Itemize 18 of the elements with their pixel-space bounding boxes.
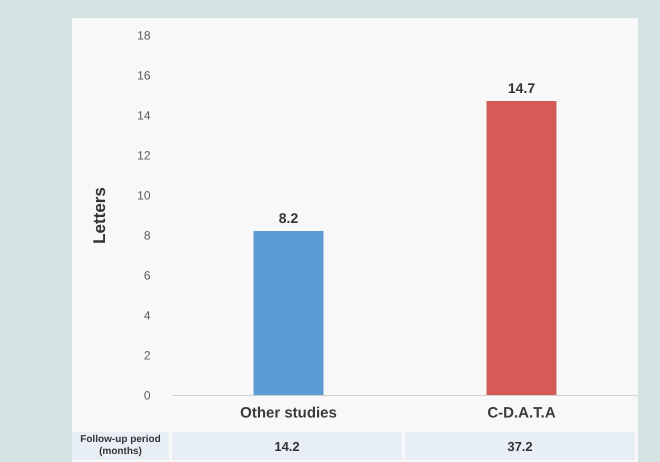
y-tick-label: 0 [144,388,151,402]
x-tick-label: Other studies [240,404,337,422]
text: Follow-up period (months) [72,432,169,460]
y-tick-label: 16 [137,68,151,82]
text: 14.2 [172,432,402,460]
x-tick-label: C-D.A.T.A [487,404,556,422]
data-label: 8.2 [278,210,298,226]
y-tick-label: 18 [137,28,151,42]
y-tick-label: 4 [144,308,151,322]
y-tick-label: 12 [137,148,151,162]
y-tick-label: 6 [144,268,151,282]
text: 37.2 [405,432,635,460]
y-tick-label: 14 [137,108,151,122]
data-label: 14.7 [508,80,536,96]
y-tick-label: 10 [137,188,151,202]
y-axis-title: Letters [90,187,110,244]
y-tick-label: 2 [144,348,151,362]
y-tick-label: 8 [144,228,151,242]
